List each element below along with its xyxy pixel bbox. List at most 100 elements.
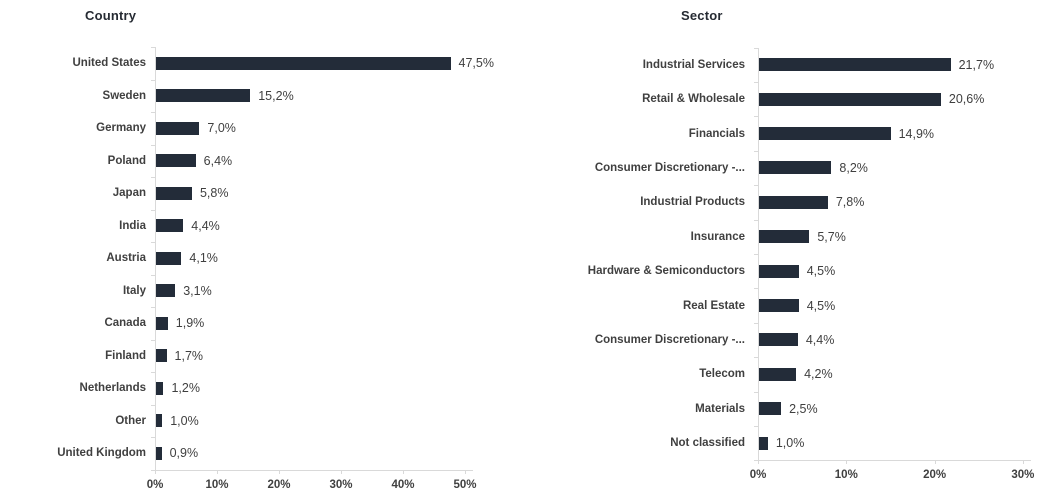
country-bar-india xyxy=(156,219,184,233)
sector-category-label-materials: Materials xyxy=(695,402,745,415)
sector-category-label-consumer-discretionary: Consumer Discretionary -... xyxy=(594,333,745,346)
sector-value-label-real-estate: 4,5% xyxy=(806,298,836,313)
sector-category-label-real-estate: Real Estate xyxy=(682,299,745,312)
country-bar-united-states xyxy=(156,56,451,70)
country-category-tick xyxy=(151,307,155,308)
sector-category-tick xyxy=(754,322,758,324)
country-category-tick xyxy=(151,144,155,146)
sector-bar-retail-wholesale xyxy=(759,92,941,106)
country-bar-other xyxy=(156,414,163,428)
country-category-label-austria: Austria xyxy=(106,252,146,265)
country-category-tick xyxy=(151,47,155,48)
country-category-tick xyxy=(151,437,155,438)
country-value-label-other: 1,0% xyxy=(170,413,199,428)
country-category-label-germany: Germany xyxy=(96,122,146,135)
country-category-tick xyxy=(151,274,155,276)
sector-category-label-industrial-services: Industrial Services xyxy=(642,58,745,71)
country-category-tick xyxy=(151,469,155,471)
sector-bar-industrial-products xyxy=(759,195,828,209)
country-chart-title: Country xyxy=(85,8,137,23)
country-x-tick-label: 0% xyxy=(146,478,164,491)
country-category-label-poland: Poland xyxy=(107,154,146,167)
country-x-tick-label: 40% xyxy=(391,478,415,491)
country-bar-sweden xyxy=(156,89,251,103)
sector-category-tick xyxy=(754,219,758,221)
country-x-tick-label: 50% xyxy=(453,478,477,491)
country-value-label-finland: 1,7% xyxy=(174,348,204,363)
sector-value-label-not-classified: 1,0% xyxy=(775,436,805,451)
country-x-axis-tick xyxy=(217,469,218,474)
sector-x-tick-label: 30% xyxy=(1011,469,1035,482)
sector-bar-telecom xyxy=(759,367,797,381)
sector-x-tick-label: 20% xyxy=(923,469,947,482)
sector-category-tick xyxy=(754,425,758,427)
country-value-label-sweden: 15,2% xyxy=(258,88,294,103)
sector-category-label-consumer-discretionary: Consumer Discretionary -... xyxy=(594,161,745,174)
sector-category-tick xyxy=(754,357,758,359)
country-category-label-netherlands: Netherlands xyxy=(79,382,146,395)
country-category-tick xyxy=(151,242,155,243)
sector-bar-industrial-services xyxy=(759,58,951,72)
sector-value-label-industrial-products: 7,8% xyxy=(835,195,865,210)
sector-category-tick xyxy=(754,391,758,393)
country-value-label-italy: 3,1% xyxy=(183,283,212,298)
country-value-label-india: 4,4% xyxy=(191,218,220,233)
sector-category-label-industrial-products: Industrial Products xyxy=(640,196,745,209)
sector-value-label-consumer-discretionary: 4,4% xyxy=(805,332,835,347)
sector-category-label-insurance: Insurance xyxy=(690,230,745,243)
country-category-label-united-states: United States xyxy=(72,57,147,70)
country-x-tick-label: 20% xyxy=(267,478,291,491)
sector-bar-hardware-semiconductors xyxy=(759,264,799,278)
country-bar-finland xyxy=(156,349,167,363)
country-bar-canada xyxy=(156,316,168,330)
sector-x-axis-tick xyxy=(846,460,848,465)
country-x-axis-tick xyxy=(279,469,280,474)
sector-category-tick xyxy=(754,150,758,152)
country-category-tick xyxy=(151,209,155,211)
country-bar-germany xyxy=(156,121,200,135)
country-x-axis-tick xyxy=(341,469,342,474)
sector-x-axis-tick xyxy=(934,460,936,465)
country-category-tick xyxy=(151,177,155,178)
country-category-label-canada: Canada xyxy=(104,317,146,330)
sector-category-label-hardware-semiconductors: Hardware & Semiconductors xyxy=(587,265,745,278)
sector-x-tick-label: 10% xyxy=(834,469,858,482)
country-category-tick xyxy=(151,79,155,81)
sector-category-tick xyxy=(754,288,758,290)
sector-value-label-hardware-semiconductors: 4,5% xyxy=(806,264,836,279)
country-category-label-italy: Italy xyxy=(122,284,146,297)
sector-value-label-industrial-services: 21,7% xyxy=(958,57,995,72)
country-y-axis-line xyxy=(155,47,156,470)
sector-x-axis-line xyxy=(754,460,1031,462)
country-category-label-india: India xyxy=(119,219,146,232)
country-category-label-sweden: Sweden xyxy=(102,89,146,102)
country-category-tick xyxy=(151,112,155,113)
sector-category-label-retail-wholesale: Retail & Wholesale xyxy=(642,93,745,106)
country-value-label-poland: 6,4% xyxy=(203,153,233,168)
sector-value-label-insurance: 5,7% xyxy=(817,229,846,244)
sector-chart-title: Sector xyxy=(681,8,723,23)
sector-category-tick xyxy=(754,81,758,83)
country-value-label-germany: 7,0% xyxy=(207,121,236,136)
country-x-axis-tick xyxy=(465,469,466,474)
country-x-axis-line xyxy=(151,469,473,471)
country-value-label-united-states: 47,5% xyxy=(458,56,494,71)
country-value-label-canada: 1,9% xyxy=(175,316,205,331)
country-bar-italy xyxy=(156,284,176,298)
country-category-label-other: Other xyxy=(115,414,146,427)
country-value-label-japan: 5,8% xyxy=(199,186,229,201)
country-bar-austria xyxy=(156,251,182,265)
country-bar-netherlands xyxy=(156,381,164,395)
sector-category-tick xyxy=(754,185,758,187)
sector-x-tick-label: 0% xyxy=(749,469,767,482)
sector-bar-financials xyxy=(759,127,891,140)
sector-value-label-retail-wholesale: 20,6% xyxy=(948,92,985,107)
sector-category-tick xyxy=(754,116,758,118)
country-category-label-finland: Finland xyxy=(105,349,146,362)
sector-bar-consumer-discretionary xyxy=(759,161,832,175)
sector-value-label-telecom: 4,2% xyxy=(804,367,833,382)
sector-y-axis-line xyxy=(758,47,759,461)
sector-category-tick xyxy=(754,253,758,255)
sector-category-label-not-classified: Not classified xyxy=(670,437,745,450)
